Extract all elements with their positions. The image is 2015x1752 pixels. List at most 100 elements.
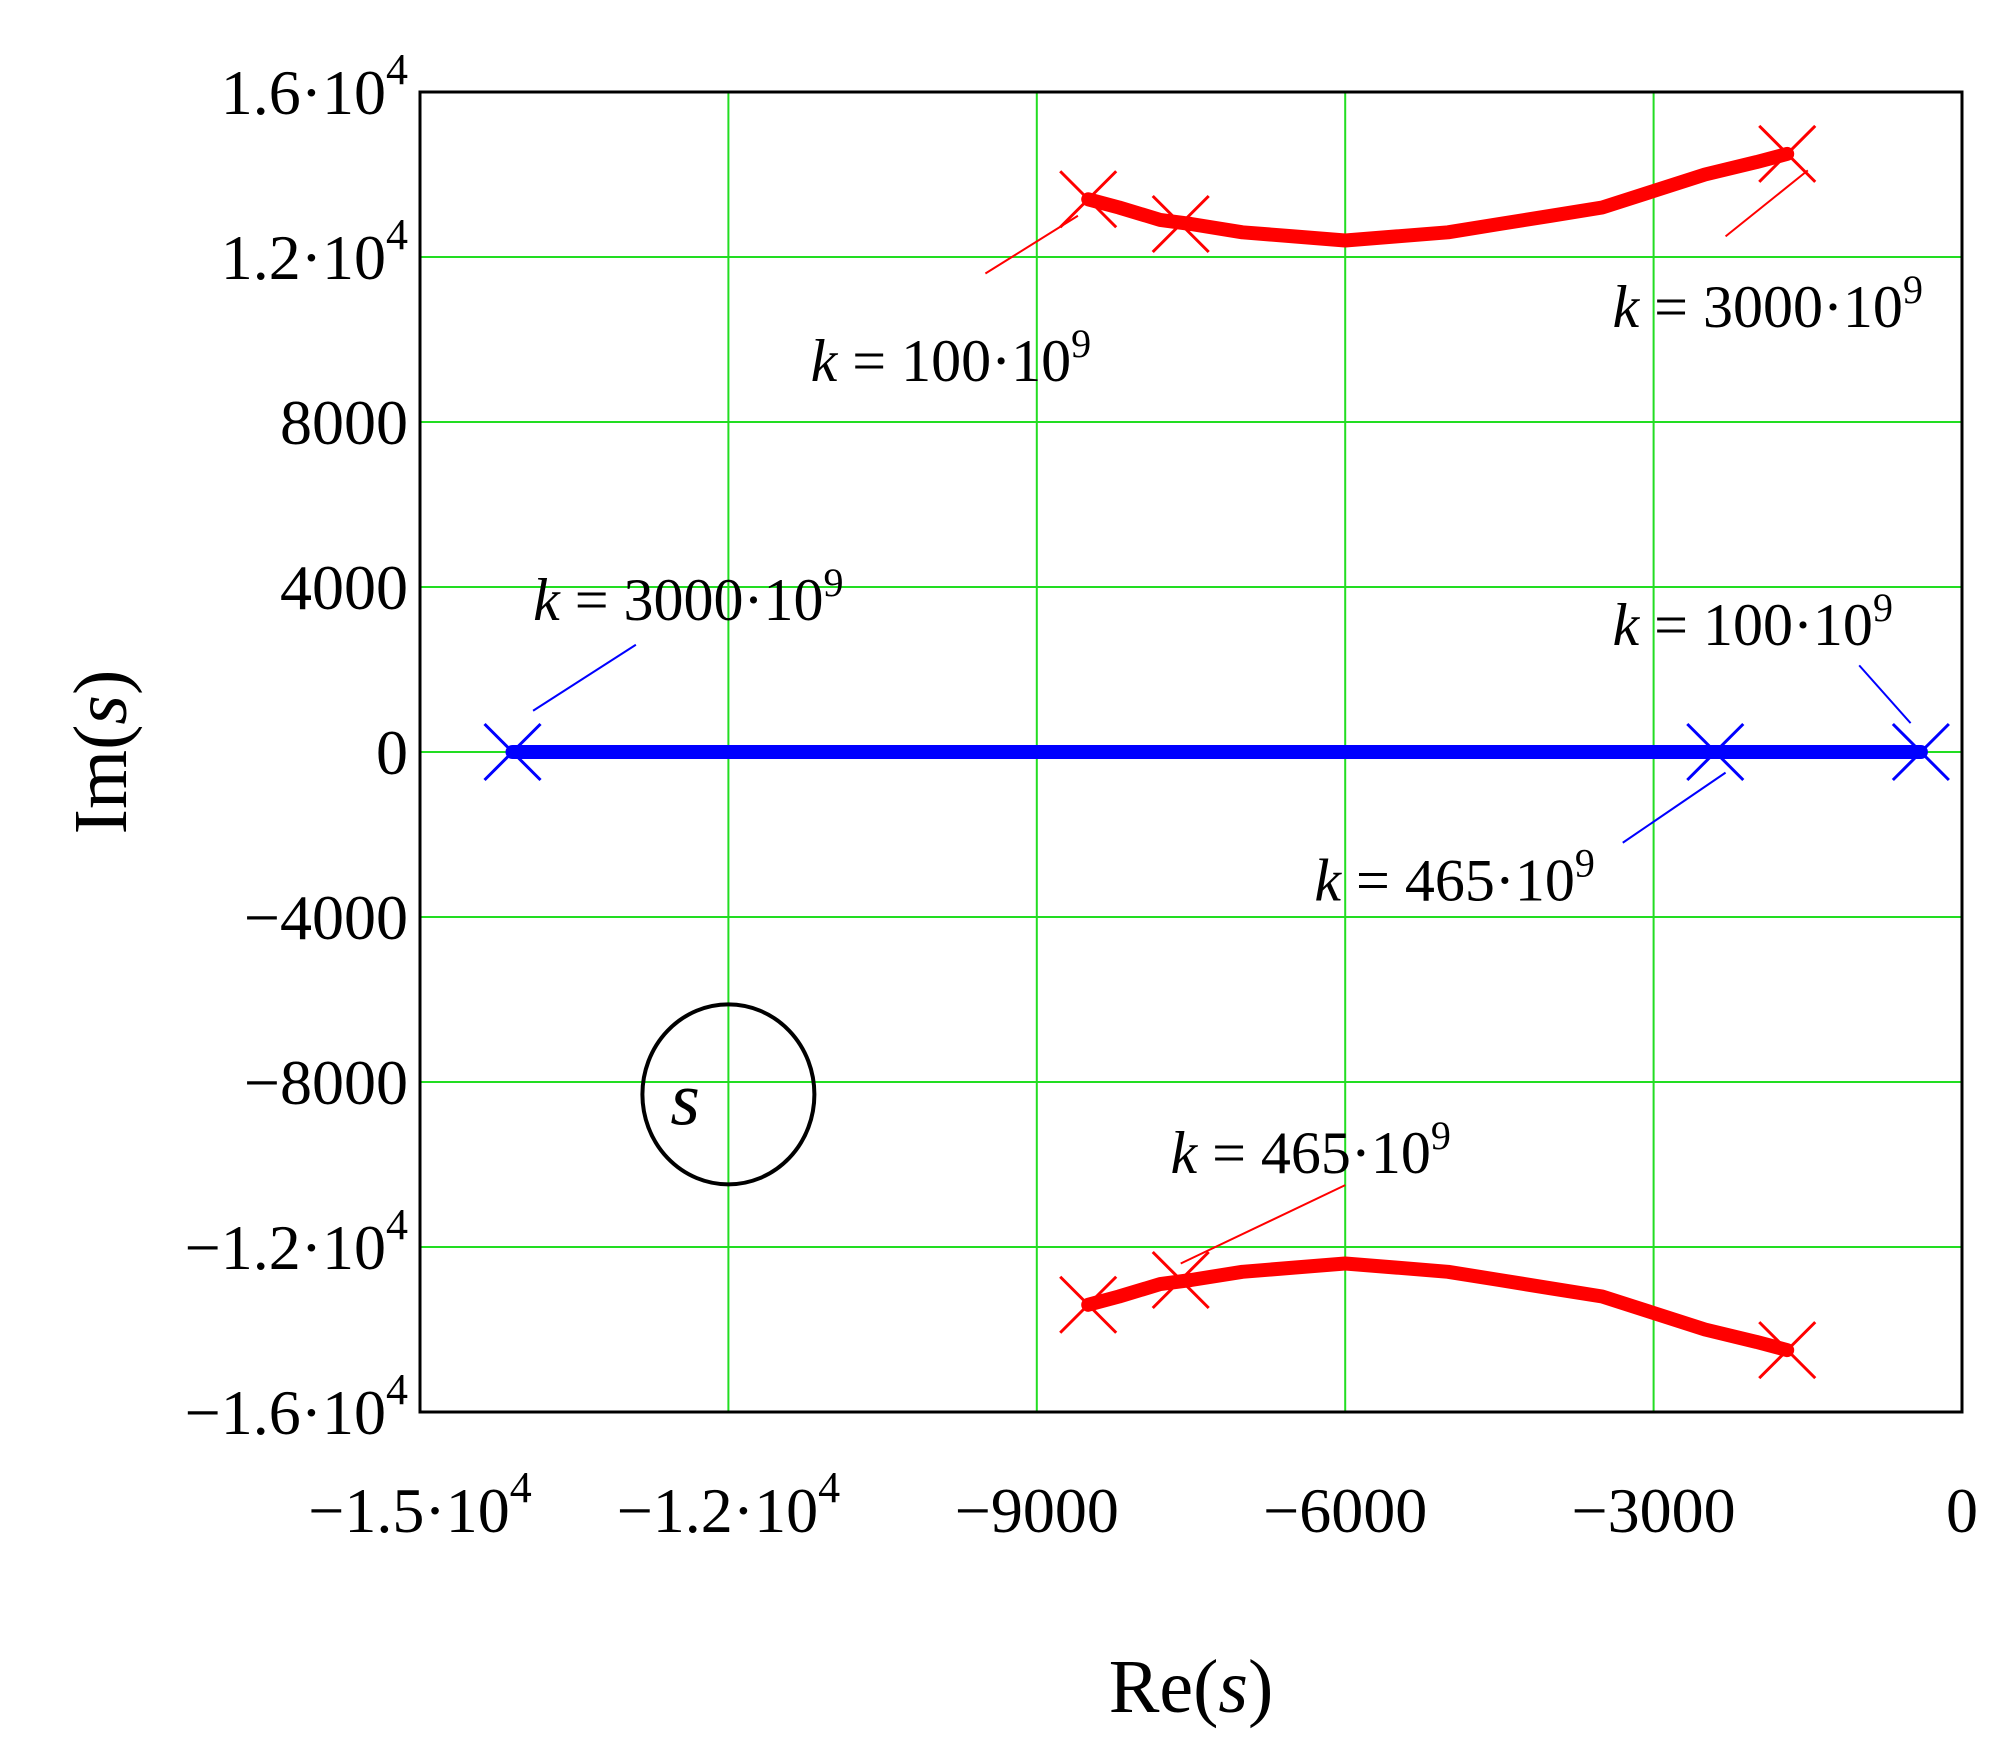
pole-marker-3 [1059, 1275, 1118, 1334]
y-tick-8: −1.6·104 [185, 1365, 408, 1448]
y-tick-labels: 1.6·1041.2·104800040000−4000−8000−1.2·10… [185, 45, 408, 1448]
x-tick-3: −6000 [1263, 1475, 1427, 1546]
pole-marker-stroke-b [1151, 1250, 1210, 1310]
x-tick-4: −3000 [1572, 1475, 1736, 1546]
annotation-value: = 100·10 [1639, 592, 1873, 658]
annotation-var: k [811, 328, 839, 394]
y-tick-0: 1.6·104 [221, 45, 408, 128]
x-axis-title-var: s [1218, 1645, 1248, 1729]
y-tick-3: 4000 [280, 552, 408, 623]
y-tick-1-mantissa: 1.2·10 [221, 222, 386, 293]
x-tick-2-mantissa: −9000 [955, 1475, 1119, 1546]
x-axis-title: Re(s) [1109, 1645, 1274, 1729]
y-tick-6-mantissa: −8000 [244, 1047, 408, 1118]
leader-line-k3000-real [532, 643, 637, 712]
y-tick-7-mantissa: −1.2·10 [185, 1212, 386, 1283]
pole-marker-stroke-b [1891, 722, 1950, 782]
pole-marker-8 [1891, 722, 1950, 782]
leader-line-k100-real [1858, 664, 1912, 724]
annotation-value: = 465·10 [1341, 848, 1575, 914]
annotation-exponent: 9 [1071, 321, 1091, 366]
x-tick-5-mantissa: 0 [1946, 1475, 1978, 1546]
annotation-k465-lower: k = 465·109 [1170, 1113, 1450, 1186]
annotation-var: k [1612, 274, 1640, 340]
leader-line-k100-upper [984, 214, 1079, 275]
annotation-value: = 465·10 [1197, 1120, 1431, 1186]
x-tick-5: 0 [1946, 1475, 1978, 1546]
annotation-value: = 100·10 [837, 328, 1071, 394]
locus-branch-1 [1081, 1256, 1795, 1358]
x-axis-title-prefix: Re( [1109, 1645, 1219, 1729]
pole-marker-5 [1758, 1321, 1817, 1380]
y-tick-0-exponent: 4 [386, 45, 408, 94]
pole-marker-stroke-b [1151, 194, 1210, 254]
y-tick-7: −1.2·104 [185, 1200, 408, 1283]
y-axis-title-suffix: ) [59, 670, 143, 695]
x-tick-2: −9000 [955, 1475, 1119, 1546]
pole-marker-stroke-b [1059, 170, 1118, 229]
pole-marker-1 [1151, 194, 1210, 254]
annotation-exponent: 9 [1903, 267, 1923, 312]
pole-marker-stroke-b [1059, 1275, 1118, 1334]
y-tick-8-mantissa: −1.6·10 [185, 1377, 386, 1448]
annotation-k465-real: k = 465·109 [1314, 841, 1594, 914]
annotation-var: k [1612, 592, 1640, 658]
pole-marker-0 [1059, 170, 1118, 229]
y-tick-7-exponent: 4 [386, 1200, 408, 1249]
annotation-exponent: 9 [1431, 1113, 1451, 1158]
x-tick-1-exponent: 4 [818, 1463, 840, 1512]
pole-marker-6 [483, 722, 542, 782]
y-tick-1-exponent: 4 [386, 210, 408, 259]
x-axis-title-suffix: ) [1248, 1645, 1273, 1729]
annotation-exponent: 9 [824, 560, 844, 605]
leader-line-k465-lower [1180, 1184, 1346, 1265]
annotation-exponent: 9 [1873, 585, 1893, 630]
annotation-var: k [1170, 1120, 1198, 1186]
s-plane-circle [640, 1002, 817, 1187]
annotation-var: k [1314, 848, 1342, 914]
x-tick-3-mantissa: −6000 [1263, 1475, 1427, 1546]
annotation-k3000-upper: k = 3000·109 [1612, 267, 1922, 340]
pole-marker-stroke-b [483, 722, 542, 782]
x-tick-labels: −1.5·104 −1.2·104 −9000 −6000 −3000 0 [308, 1463, 1978, 1546]
y-tick-4: 0 [376, 717, 408, 788]
locus-branch-0 [1081, 146, 1795, 248]
pole-marker-4 [1151, 1250, 1210, 1310]
plot-frame [418, 90, 1964, 1414]
x-tick-1: −1.2·104 [617, 1463, 840, 1546]
pole-marker-7 [1686, 722, 1745, 782]
x-tick-0-mantissa: −1.5·10 [308, 1475, 509, 1546]
y-tick-6: −8000 [244, 1047, 408, 1118]
annotation-k100-real: k = 100·109 [1612, 585, 1892, 658]
y-tick-1: 1.2·104 [221, 210, 408, 293]
leader-line-k3000-upper [1724, 169, 1809, 238]
y-tick-5: −4000 [244, 882, 408, 953]
leader-line-k465-real [1622, 771, 1727, 844]
y-axis-title: Im(s) [59, 670, 143, 835]
y-tick-3-mantissa: 4000 [280, 552, 408, 623]
y-tick-8-exponent: 4 [386, 1365, 408, 1414]
x-tick-0: −1.5·104 [308, 1463, 531, 1546]
pole-marker-stroke-b [1758, 1321, 1817, 1380]
annotation-value: = 3000·10 [1639, 274, 1903, 340]
y-tick-5-mantissa: −4000 [244, 882, 408, 953]
pole-marker-stroke-b [1686, 722, 1745, 782]
locus-branches [505, 146, 1928, 1358]
y-tick-2-mantissa: 8000 [280, 387, 408, 458]
x-tick-1-mantissa: −1.2·10 [617, 1475, 818, 1546]
annotation-k100-upper: k = 100·109 [811, 321, 1091, 394]
annotation-var: k [533, 567, 561, 633]
pole-marker-stroke-b [1758, 124, 1817, 183]
annotation-k3000-real: k = 3000·109 [533, 560, 843, 633]
y-axis-title-prefix: Im( [59, 725, 143, 835]
x-tick-4-mantissa: −3000 [1572, 1475, 1736, 1546]
y-axis-title-var: s [59, 695, 143, 725]
s-plane-badge: s [640, 1002, 817, 1187]
annotation-leader-lines [532, 169, 1912, 1265]
y-tick-2: 8000 [280, 387, 408, 458]
y-tick-0-mantissa: 1.6·10 [221, 57, 386, 128]
annotation-exponent: 9 [1575, 841, 1595, 886]
s-plane-label: s [670, 1057, 700, 1141]
